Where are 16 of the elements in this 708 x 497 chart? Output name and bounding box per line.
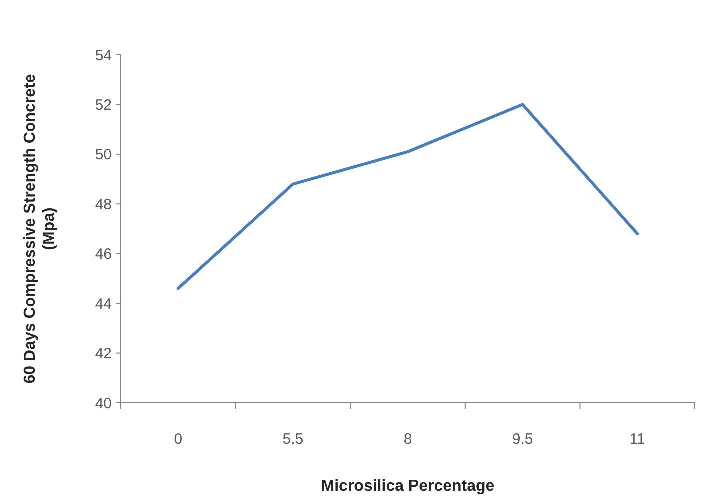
x-tick-label: 9.5 [512,431,534,448]
line-series [176,103,640,290]
y-tick-label: 46 [95,246,112,264]
y-tick-label: 52 [95,96,112,114]
y-tick-label: 50 [95,146,112,164]
y-tick-label: 40 [95,395,112,412]
x-tick-label: 0 [174,431,183,448]
y-axis-title: 60 Days Compressive Strength Concrete (Mpa) [22,74,58,384]
x-tick-label: 5.5 [282,431,304,448]
x-axis-title: Microsilica Percentage [321,478,495,495]
x-tick-label: 11 [630,431,646,448]
y-tick-label: 54 [95,47,112,64]
x-tick-label: 8 [404,431,412,448]
y-tick-label: 44 [95,296,112,313]
y-tick-label: 48 [95,196,112,214]
y-tick-label: 42 [95,346,112,363]
